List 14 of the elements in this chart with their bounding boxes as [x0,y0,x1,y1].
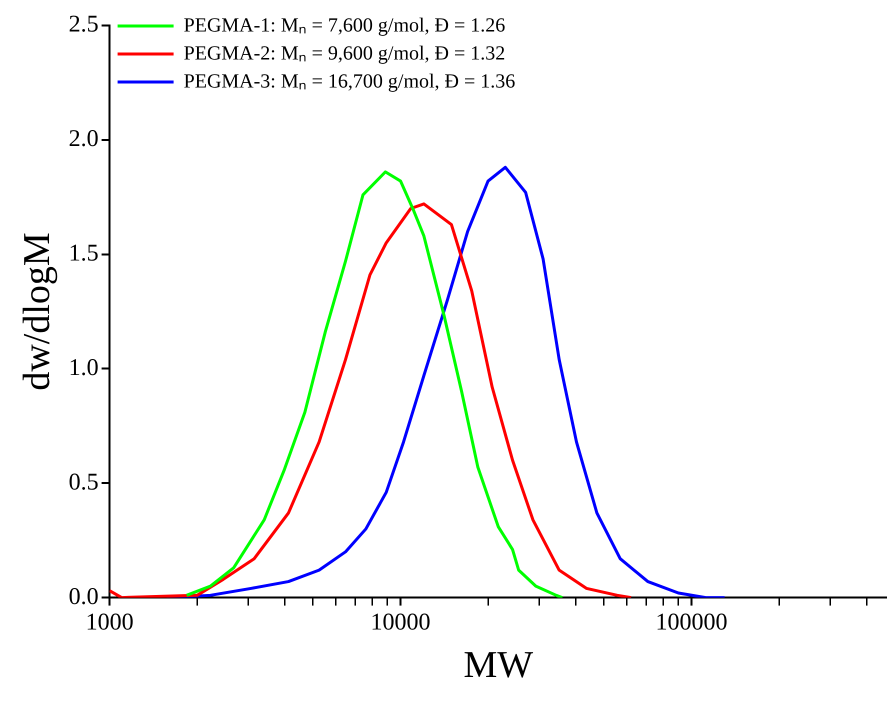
x-tick-label: 100000 [655,609,728,636]
legend-label: PEGMA-3: Mₙ = 16,700 g/mol, Đ = 1.36 [184,70,516,92]
x-axis-title: MW [463,644,534,686]
y-tick-label: 2.0 [68,126,99,152]
y-tick-label: 0.0 [68,584,99,610]
y-axis-title: dw/dlogM [16,232,58,391]
y-tick-label: 0.5 [68,469,99,496]
legend-label: PEGMA-2: Mₙ = 9,600 g/mol, Đ = 1.32 [184,42,506,64]
legend-label: PEGMA-1: Mₙ = 7,600 g/mol, Đ = 1.26 [184,14,506,36]
y-tick-label: 2.5 [68,12,99,38]
y-tick-label: 1.5 [68,240,99,267]
y-tick-label: 1.0 [68,355,99,382]
x-tick-label: 10000 [370,609,431,636]
x-tick-label: 1000 [86,609,134,636]
